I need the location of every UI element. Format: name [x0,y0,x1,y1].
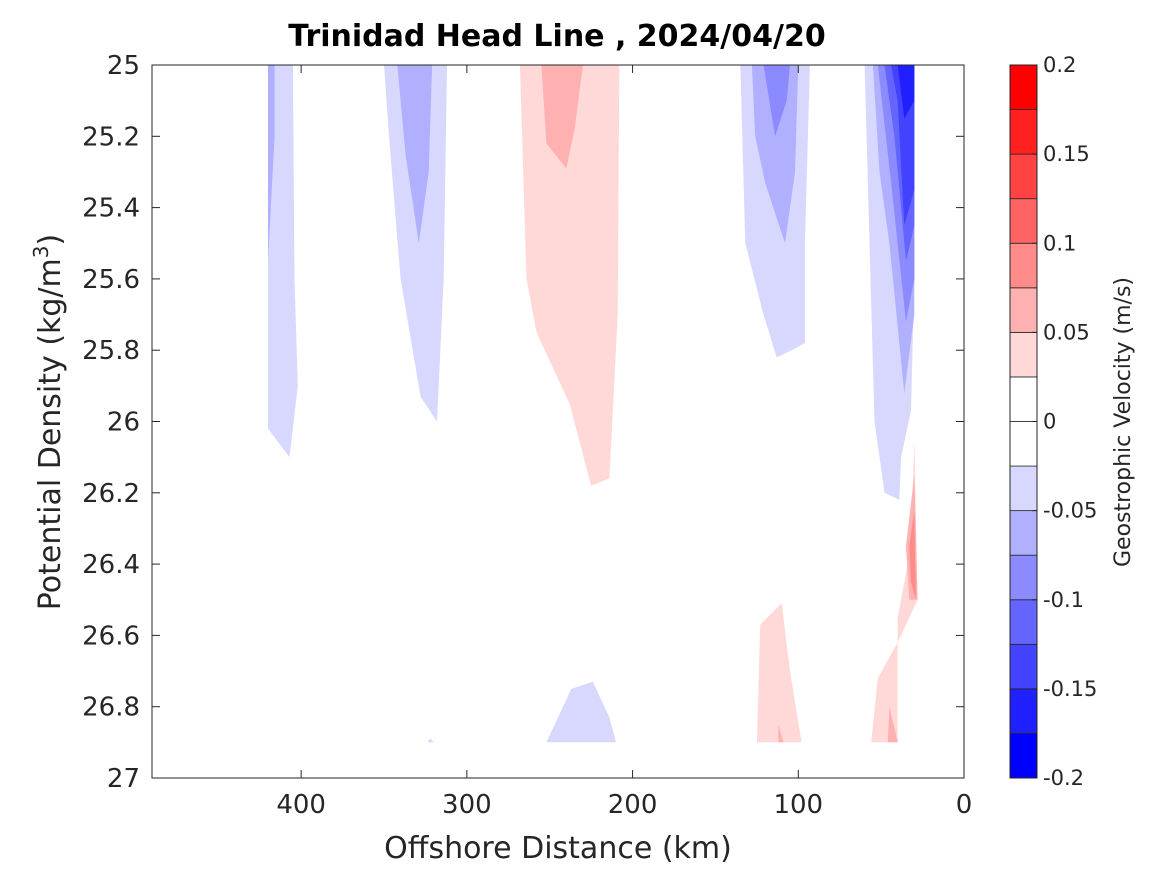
contour-regions [268,65,918,743]
x-tick-label: 100 [773,790,823,820]
colorbar-swatch-8 [1009,376,1038,422]
colorbar-swatch-4 [1009,554,1038,601]
colorbar-swatch-12 [1009,198,1038,244]
contour-region-20 [778,724,784,743]
colorbar-tick-label: -0.2 [1043,766,1084,790]
x-tick-label: 400 [276,790,326,820]
contour-region-18 [887,706,898,743]
colorbar-tick-label: 0.05 [1043,320,1090,344]
x-tick-labels: 400 300 200 100 0 [276,790,972,820]
y-axis-label-main: Potential Density (kg/m [33,258,68,610]
colorbar-tick-label: -0.15 [1043,677,1097,701]
colorbar-tick-label: 0.1 [1043,231,1076,255]
contour-region-21 [546,681,616,743]
contour-region-22 [427,738,434,743]
colorbar-swatch-14 [1009,109,1038,155]
y-tick-label: 26 [107,408,140,438]
y-tick-label: 25 [107,51,140,81]
colorbar-swatch-10 [1009,287,1038,333]
y-tick-label: 26.8 [82,693,140,723]
chart-title: Trinidad Head Line , 2024/04/20 [288,19,825,54]
colorbar-swatch-6 [1009,465,1038,512]
colorbar-swatch-13 [1009,153,1038,200]
y-tick-label: 26.2 [82,479,140,509]
contour-region-19 [756,603,802,743]
colorbar-label: Geostrophic Velocity (m/s) [1111,277,1136,567]
y-axis-label-superscript: 3 [29,245,53,258]
y-tick-labels: 25 25.2 25.4 25.6 25.8 26 26.2 26.4 26.6 26.8 27 [82,51,140,794]
colorbar-swatch-0 [1009,733,1038,779]
colorbar-swatch-11 [1009,242,1038,289]
colorbar-tick-label: -0.05 [1043,499,1097,523]
colorbar-tick-label: -0.1 [1043,588,1084,612]
contour-region-5 [541,65,583,169]
x-axis-label: Offshore Distance (km) [384,831,732,866]
x-tick-label: 0 [956,790,973,820]
axis-ticks [152,64,965,779]
contour-region-1 [268,65,275,262]
colorbar-tick-label: 0 [1043,410,1056,434]
contour-region-7 [751,65,799,244]
y-tick-label: 25.2 [82,122,140,152]
contour-region-2 [384,65,447,422]
y-axis-label-close: ) [33,234,68,246]
contour-region-17 [909,510,916,600]
colorbar-tick-label: 0.2 [1043,53,1076,77]
y-tick-label: 26.4 [82,550,140,580]
colorbar-swatch-3 [1009,599,1038,645]
colorbar-tick-label: 0.15 [1043,142,1090,166]
y-tick-label: 25.6 [82,265,140,295]
y-axis-label: Potential Density (kg/m3) [29,234,68,610]
colorbar-swatch-7 [1009,421,1038,467]
colorbar: 0.2 0.15 0.1 0.05 0 -0.05 -0.1 -0.15 -0.2 [1009,53,1097,790]
contour-region-3 [397,65,433,244]
colorbar-swatch-9 [1009,331,1038,378]
contour-region-0 [268,65,298,458]
x-tick-label: 200 [608,790,658,820]
y-tick-label: 25.8 [82,336,140,366]
colorbar-swatch-15 [1009,64,1038,110]
y-tick-label: 26.6 [82,621,140,651]
colorbar-swatch-5 [1009,510,1038,556]
contour-region-4 [519,65,620,486]
colorbar-swatch-2 [1009,643,1038,690]
colorbar-swatch-1 [1009,688,1038,734]
contour-region-14 [897,65,915,119]
contour-region-8 [763,65,790,137]
x-tick-label: 300 [442,790,492,820]
contour-region-15 [871,439,918,743]
y-tick-label: 27 [107,764,140,794]
y-tick-label: 25.4 [82,194,140,224]
